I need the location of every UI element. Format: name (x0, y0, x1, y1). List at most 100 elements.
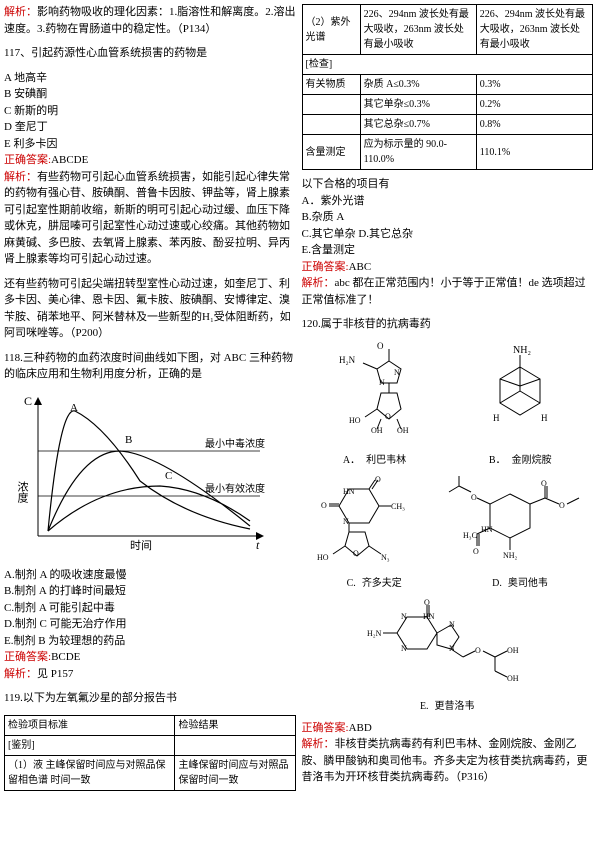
rt0c0: （2）紫外光谱 (302, 5, 360, 55)
rt4c1: 其它总杂≤0.7% (360, 115, 476, 135)
chem-a: O H₂N N N O HO OH OH (319, 341, 429, 451)
answer-label: 正确答案: (4, 651, 51, 663)
rt0c1: 226、294nm 波长处有最大吸收，263nm 波长处有最小吸收 (360, 5, 476, 55)
svg-text:B: B (125, 434, 132, 446)
exp-label: 解析： (302, 738, 335, 750)
chem-c-svg: HN N O CH₃ O O HO N₃ (309, 474, 429, 574)
chem-b: NH₂ H H (465, 341, 575, 451)
r-opt-e: E.含量测定 (302, 242, 594, 259)
svg-text:H₂N: H₂N (367, 629, 382, 638)
chem-row-ab: O H₂N N N O HO OH OH (302, 341, 594, 451)
rt1c0: [检查] (302, 55, 593, 75)
chem-d-svg: O O O NH₂ H₃C O HN (445, 474, 585, 574)
svg-text:最小有效浓度: 最小有效浓度 (205, 482, 265, 495)
rt4c2: 0.8% (476, 115, 592, 135)
th-0: 检验项目标准 (5, 715, 175, 735)
svg-text:N: N (343, 517, 349, 526)
rt2c0: 有关物质 (302, 75, 360, 95)
q118-exp-text: 见 P157 (37, 668, 73, 680)
r-answer-line: 正确答案:ABC (302, 259, 594, 276)
svg-text:HN: HN (481, 525, 493, 534)
q117-exp-text: 有些药物可引起心血管系统损害，如能引起心律失常的药物有强心苷、胺碘酮、普鲁卡因胺… (4, 171, 290, 266)
svg-text:HN: HN (343, 487, 355, 496)
rt4c0 (302, 115, 360, 135)
svg-text:N₃: N₃ (381, 553, 390, 562)
q120-title: 120.属于非核苷的抗病毒药 (302, 316, 594, 333)
svg-text:OH: OH (507, 646, 519, 655)
q118-title: 118.三种药物的血药浓度时间曲线如下图，对 ABC 三种药物的临床应用和生物利… (4, 350, 296, 383)
chem-a-label: A．利巴韦林 (343, 453, 406, 468)
svg-text:时间: 时间 (130, 539, 152, 552)
right-table: （2）紫外光谱 226、294nm 波长处有最大吸收，263nm 波长处有最小吸… (302, 4, 594, 170)
q118-opt-d: D.制剂 C 可能无治疗作用 (4, 616, 296, 633)
r-exp: 解析：abc 都在正常范围内！小于等于正常值！de 选项超过正常值标准了！ (302, 275, 594, 308)
chem-row-ab-labels: A．利巴韦林 B．金刚烷胺 (302, 453, 594, 468)
two-column-layout: 解析：影响药物吸收的理化因素：1.脂溶性和解离度。2.溶出速度。3.药物在胃肠道… (4, 4, 593, 794)
rt3c2: 0.2% (476, 95, 592, 115)
q117-answer-line: 正确答案:ABCDE (4, 152, 296, 169)
svg-text:N: N (394, 368, 400, 377)
chem-e-label: E.更昔洛韦 (420, 699, 475, 714)
th-1: 检验结果 (175, 715, 295, 735)
q117-opt-c: C 新斯的明 (4, 103, 296, 120)
chem-d-label: D.奥司他韦 (492, 576, 548, 591)
svg-text:O: O (353, 549, 359, 558)
q118-answer-line: 正确答案:BCDE (4, 649, 296, 666)
svg-text:N: N (401, 644, 407, 653)
svg-text:C: C (24, 394, 32, 408)
svg-text:O: O (321, 501, 327, 510)
q117-answer: ABCDE (51, 154, 88, 166)
svg-text:NH₂: NH₂ (513, 345, 531, 356)
q118-answer: BCDE (51, 651, 80, 663)
chem-row-e: N HN N N N O H₂N O OH (302, 597, 594, 697)
rt5c1: 应为标示量的 90.0-110.0% (360, 135, 476, 170)
r-exp-text: abc 都在正常范围内！小于等于正常值！de 选项超过正常值标准了！ (302, 277, 586, 306)
r-opt-cd: C.其它单杂 D.其它总杂 (302, 226, 594, 243)
r1c1: 主峰保留时间应与对照品保留时间一致 (175, 755, 295, 790)
answer-label: 正确答案: (302, 722, 349, 734)
svg-text:N: N (401, 612, 407, 621)
q117-title: 117、引起药源性心血管系统损害的药物是 (4, 45, 296, 62)
svg-text:CH₃: CH₃ (391, 502, 405, 511)
q118-opt-e: E.制剂 B 为较理想的药品 (4, 633, 296, 650)
q120-exp-text: 非核苷类抗病毒药有利巴韦林、金刚烷胺、金刚乙胺、膦甲酸钠和奥司他韦。齐多夫定为核… (302, 738, 588, 783)
svg-text:浓度: 浓度 (16, 480, 29, 503)
svg-text:O: O (375, 475, 381, 484)
rt3c1: 其它单杂≤0.3% (360, 95, 476, 115)
svg-text:H: H (493, 413, 500, 423)
chem-a-svg: O H₂N N N O HO OH OH (319, 341, 429, 451)
r0c1 (175, 735, 295, 755)
svg-text:O: O (541, 479, 547, 488)
q117-opt-d: D 奎尼丁 (4, 119, 296, 136)
svg-text:O: O (473, 547, 479, 556)
chart-svg: A B C C 浓度 最小中毒浓度 最小有效浓度 时间 t (10, 391, 270, 561)
svg-text:O: O (475, 646, 481, 655)
svg-text:t: t (256, 538, 260, 552)
q120-answer-line: 正确答案:ABD (302, 720, 594, 737)
chem-c-label: C.齐多夫定 (347, 576, 402, 591)
rt2c2: 0.3% (476, 75, 592, 95)
svg-text:O: O (471, 493, 477, 502)
chem-b-label: B．金刚烷胺 (489, 453, 552, 468)
svg-text:HO: HO (349, 416, 361, 425)
q118-chart: A B C C 浓度 最小中毒浓度 最小有效浓度 时间 t (10, 391, 270, 561)
chem-b-svg: NH₂ H H (465, 341, 575, 451)
q117-opt-b: B 安碘酮 (4, 86, 296, 103)
exp-label: 解析： (4, 171, 37, 183)
intro-label: 解析： (4, 6, 37, 18)
svg-text:C: C (165, 470, 172, 482)
svg-text:H₃C: H₃C (463, 531, 477, 540)
svg-text:H₂N: H₂N (339, 355, 356, 365)
chem-e: N HN N N N O H₂N O OH (367, 597, 527, 697)
svg-text:N: N (379, 378, 385, 387)
chem-c: HN N O CH₃ O O HO N₃ (309, 474, 429, 574)
rt0c2: 226、294nm 波长处有最大吸收，263nm 波长处有最小吸收 (476, 5, 592, 55)
rt2c1: 杂质 A≤0.3% (360, 75, 476, 95)
r0c0: [鉴别] (5, 735, 175, 755)
svg-text:O: O (377, 341, 384, 351)
svg-text:O: O (385, 412, 391, 421)
r-opt-b: B.杂质 A (302, 209, 594, 226)
rt5c0: 含量测定 (302, 135, 360, 170)
exp-label: 解析： (4, 668, 37, 680)
q118-opt-a: A.制剂 A 的吸收速度最慢 (4, 567, 296, 584)
